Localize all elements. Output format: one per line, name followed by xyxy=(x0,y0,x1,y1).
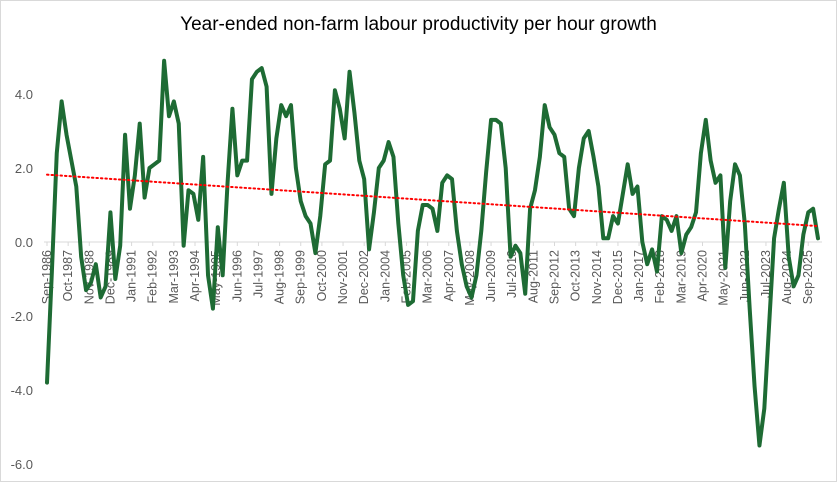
x-tick-label: Nov-2014 xyxy=(590,250,604,304)
chart-title: Year-ended non-farm labour productivity … xyxy=(180,14,657,35)
x-axis: Sep-1986 Oct-1987 Nov-1988 Dec-1989 Jan-1991… xyxy=(40,241,822,306)
x-tick-label: Dec-2015 xyxy=(611,250,625,304)
x-tick-label: Jan-1991 xyxy=(125,250,139,302)
x-tick-label: Apr-2020 xyxy=(696,250,710,301)
x-tick-label: Oct-1987 xyxy=(61,250,75,301)
plot-area xyxy=(45,58,820,448)
x-tick-label: Nov-2001 xyxy=(336,250,350,304)
x-tick-label: Oct-2000 xyxy=(315,250,329,301)
x-tick-label: Jun-2009 xyxy=(484,250,498,302)
y-tick-label: -4.0 xyxy=(11,383,33,398)
x-tick-label: Feb-1992 xyxy=(146,250,160,304)
y-tick-label: 0.0 xyxy=(15,235,33,250)
x-tick-label: Jul-2010 xyxy=(505,250,519,298)
x-tick-label: Sep-2025 xyxy=(801,250,815,304)
x-tick-label: Mar-2006 xyxy=(421,250,435,304)
x-tick-label: Apr-2007 xyxy=(442,250,456,301)
x-tick-label: Jan-2017 xyxy=(632,250,646,302)
x-tick-label: Oct-2013 xyxy=(569,250,583,301)
x-tick-label: Jun-1996 xyxy=(230,250,244,302)
y-tick-label: -6.0 xyxy=(11,457,33,472)
x-tick-label: Apr-1994 xyxy=(188,250,202,301)
x-tick-label: Dec-2002 xyxy=(357,250,371,304)
x-tick-label: Sep-1999 xyxy=(294,250,308,304)
y-tick-label: 4.0 xyxy=(15,87,33,102)
x-tick-label: Sep-2012 xyxy=(547,250,561,304)
x-tick-label: Aug-2011 xyxy=(526,250,540,303)
x-tick-label: Jul-1997 xyxy=(251,250,265,298)
productivity-growth-line xyxy=(45,58,820,448)
y-tick-label: 2.0 xyxy=(15,161,33,176)
y-axis: -6.0 -4.0 -2.0 0.0 2.0 4.0 xyxy=(11,87,33,472)
x-tick-label: Mar-2019 xyxy=(674,250,688,304)
x-tick-label: Jan-2004 xyxy=(378,250,392,302)
x-tick-label: Mar-1993 xyxy=(167,250,181,304)
x-tick-label: Aug-1998 xyxy=(273,250,287,304)
trend-line xyxy=(46,173,819,228)
y-tick-label: -2.0 xyxy=(11,309,33,324)
